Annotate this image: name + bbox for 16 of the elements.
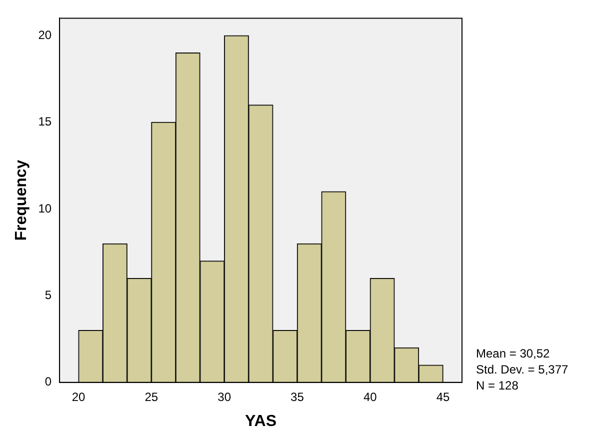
y-tick-label: 5 [44,288,52,302]
y-tick-label: 15 [38,114,52,129]
y-tick-label: 10 [38,201,52,216]
text: Mean = 30,52 [476,346,550,361]
x-tick-label: 45 [436,390,450,404]
x-tick-label: 25 [144,390,158,404]
x-tick-label: 30 [218,390,232,404]
x-tick-label: 40 [363,390,378,404]
x-tick-label: 35 [290,390,304,404]
y-axis-title: Frequency [13,160,30,241]
text: N = 128 [476,378,519,393]
y-tick-label: 20 [38,28,52,42]
text: Std. Dev. = 5,377 [476,362,568,377]
x-tick-label: 20 [72,390,86,404]
y-tick-label: 0 [44,374,52,389]
x-axis-title: YAS [245,412,277,430]
